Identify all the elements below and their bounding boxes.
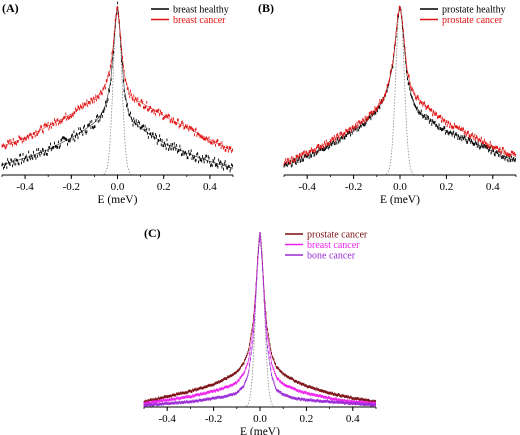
series-line bbox=[1, 5, 234, 152]
legend-label: bone cancer bbox=[307, 251, 356, 262]
resolution-function-line bbox=[385, 5, 415, 175]
panel-label: (B) bbox=[258, 1, 274, 15]
x-tick-label: -0.4 bbox=[16, 181, 34, 193]
panel-label: (C) bbox=[144, 226, 161, 240]
x-tick-label: 0.2 bbox=[300, 413, 314, 425]
panel-label: (A) bbox=[2, 1, 19, 15]
x-tick-label: 0.0 bbox=[393, 181, 407, 193]
x-tick-label: 0.4 bbox=[486, 181, 500, 193]
x-tick-label: -0.2 bbox=[205, 413, 222, 425]
x-axis-title: E (meV) bbox=[240, 426, 280, 435]
x-axis-title: E (meV) bbox=[380, 194, 420, 206]
series-2 bbox=[283, 5, 517, 166]
series-line bbox=[1, 5, 234, 169]
series-line bbox=[143, 231, 377, 406]
x-tick-label: -0.2 bbox=[345, 181, 362, 193]
x-tick-label: 0.4 bbox=[346, 413, 360, 425]
series-line bbox=[283, 5, 517, 164]
x-tick-label: 0.0 bbox=[111, 181, 125, 193]
legend-label: prostate healthy bbox=[442, 5, 506, 16]
x-axis-title: E (meV) bbox=[98, 194, 138, 206]
x-tick-label: -0.2 bbox=[63, 181, 80, 193]
series-3 bbox=[143, 231, 377, 408]
x-tick-label: -0.4 bbox=[298, 181, 316, 193]
resolution-function-line bbox=[103, 5, 132, 175]
chart-panel-3: (C) -0.4 -0.2 0.0 0.2 0.4 E (meV) prostate canc… bbox=[143, 226, 377, 435]
legend-label: prostate cancer bbox=[442, 15, 503, 26]
chart-panel-2: (B) -0.4 -0.2 0.0 0.2 0.4 E (meV) prostate heal… bbox=[258, 1, 517, 206]
series-2 bbox=[1, 5, 234, 154]
legend-label: breast healthy bbox=[173, 5, 229, 16]
x-tick-label: 0.2 bbox=[157, 181, 171, 193]
legend-label: breast cancer bbox=[173, 15, 226, 26]
resolution-function-line bbox=[245, 230, 275, 407]
series-1 bbox=[283, 5, 517, 168]
x-tick-label: 0.0 bbox=[253, 413, 267, 425]
legend-label: breast cancer bbox=[307, 240, 360, 251]
legend-label: prostate cancer bbox=[307, 230, 368, 241]
x-tick-label: -0.4 bbox=[158, 413, 176, 425]
series-1 bbox=[1, 1, 234, 173]
series-line bbox=[283, 5, 517, 167]
x-tick-label: 0.2 bbox=[440, 181, 454, 193]
chart-panel-1: (A) -0.4 -0.2 0.0 0.2 0.4 E (meV) breast health… bbox=[1, 1, 234, 206]
x-tick-label: 0.4 bbox=[203, 181, 217, 193]
